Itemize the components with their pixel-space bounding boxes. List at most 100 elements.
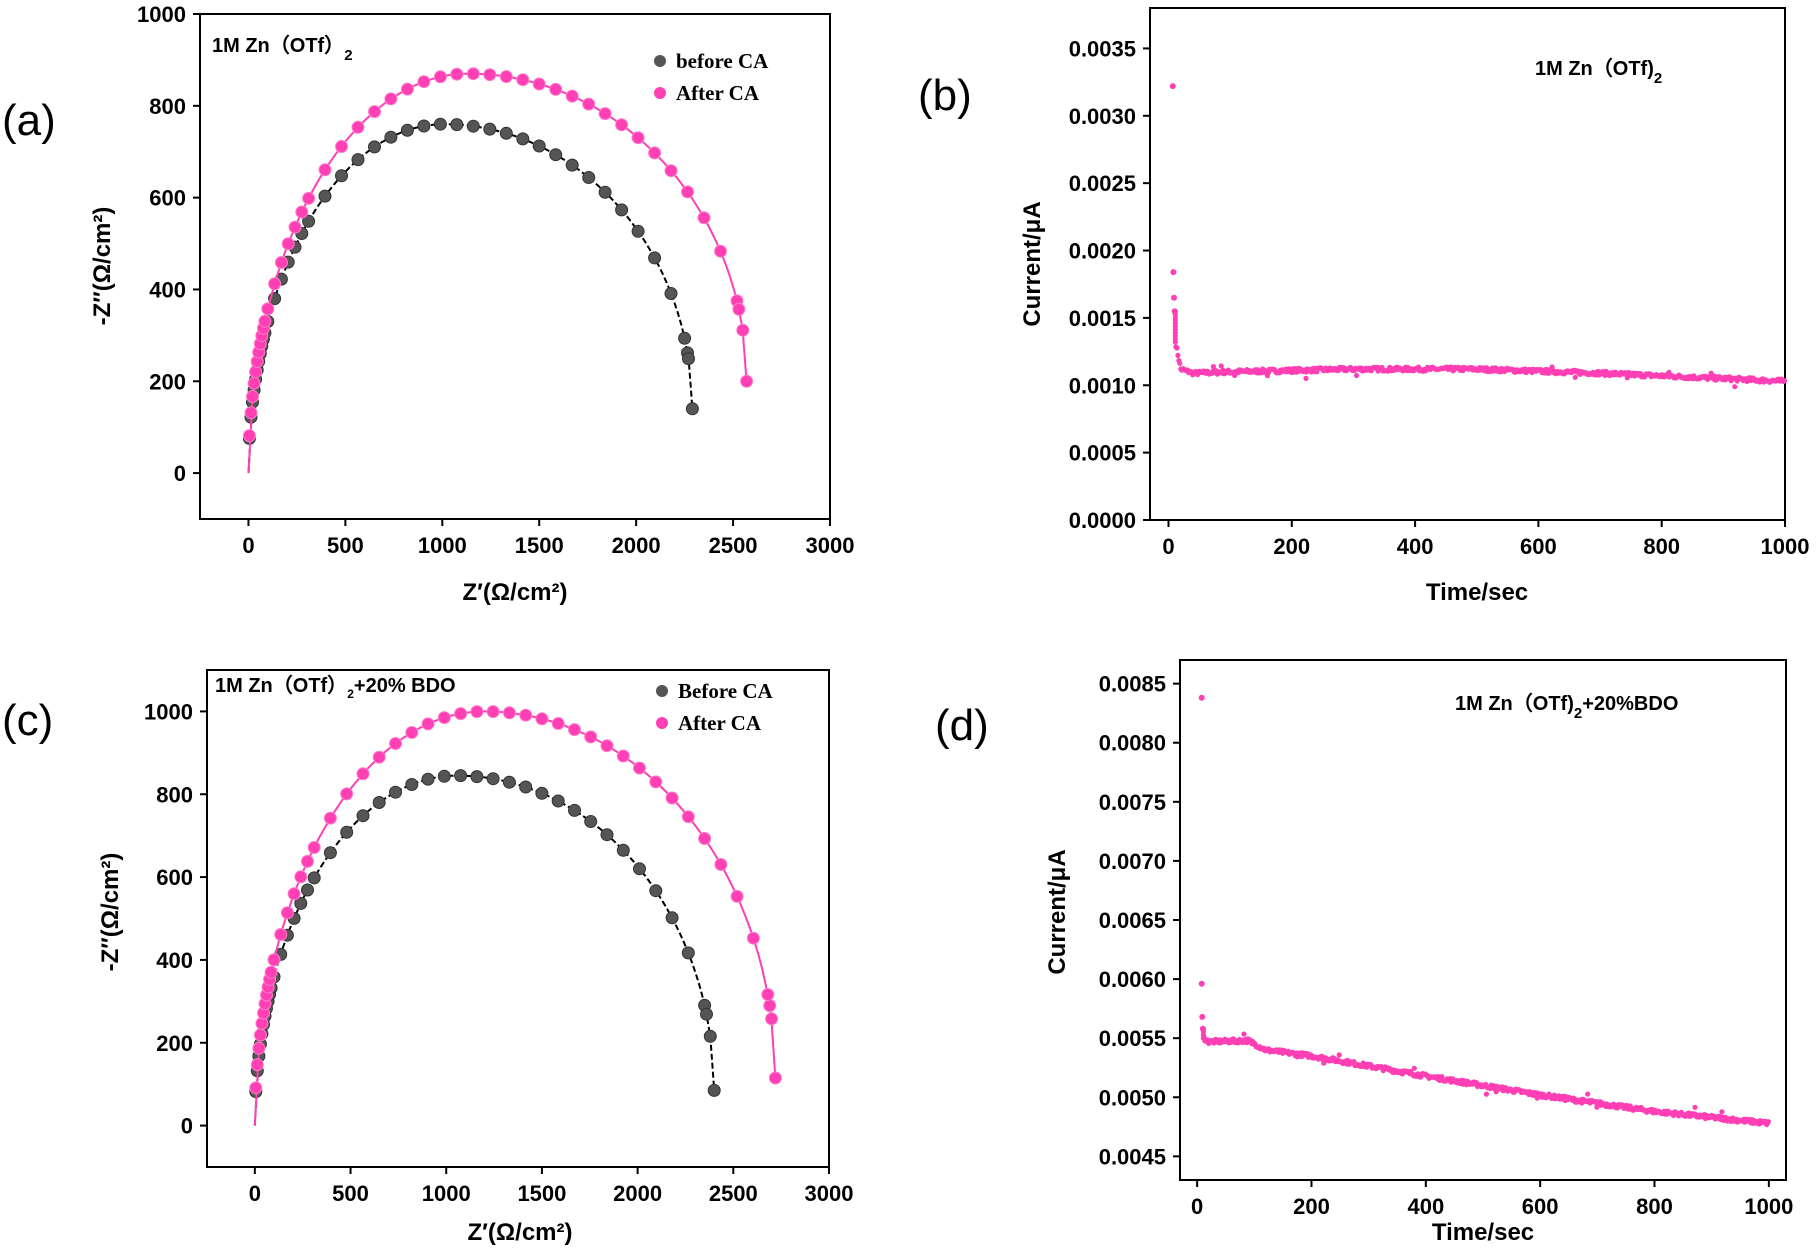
data-point-before: [502, 775, 516, 789]
data-point-after: [249, 1081, 263, 1095]
data-point-after: [730, 889, 744, 903]
current-outlier: [1732, 384, 1738, 390]
data-point-after: [247, 376, 261, 390]
data-point-after: [454, 707, 468, 721]
current-outlier: [1708, 370, 1714, 376]
y-tick-label: 0.0060: [1099, 967, 1166, 992]
y-tick-label: 400: [149, 277, 186, 302]
data-point-after: [598, 107, 612, 121]
data-point-after: [746, 931, 760, 945]
y-tick-label: 800: [149, 94, 186, 119]
x-tick-label: 0: [1191, 1194, 1203, 1219]
y-tick-label: 0.0035: [1069, 36, 1136, 61]
data-point-before: [682, 352, 695, 366]
data-point-after: [665, 791, 679, 805]
x-tick-label: 1000: [418, 533, 467, 558]
data-point-after: [615, 118, 629, 132]
data-point-before: [356, 809, 370, 823]
data-point-before: [400, 123, 414, 137]
panel-c-letter: (c): [2, 696, 53, 745]
data-point-after: [714, 858, 728, 871]
data-point-after: [549, 82, 563, 96]
panel-c-plot-area: [249, 705, 782, 1126]
fit-line-before: [247, 123, 694, 474]
data-point-before: [405, 778, 419, 791]
data-point-after: [318, 163, 332, 177]
panel-d-y-ticks: 0.0045 0.0050 0.0055 0.0060 0.0065 0.0070 0.00…: [1099, 672, 1180, 1169]
data-point-before: [631, 224, 645, 238]
x-tick-label: 0: [1162, 534, 1174, 559]
panel-a-eis-plot: (a) 1M Zn（OTf）2 before CA After CA 0 500 10…: [2, 2, 854, 606]
data-point-after: [761, 988, 775, 1001]
data-point-after: [486, 705, 500, 719]
data-point-before: [433, 117, 447, 131]
data-point-before: [417, 119, 431, 133]
current-outlier: [1356, 366, 1362, 372]
current-outlier: [1294, 1054, 1300, 1060]
data-point-before: [584, 815, 598, 828]
data-point-before: [340, 825, 354, 839]
data-point-after: [368, 105, 381, 119]
y-tick-label: 0.0000: [1069, 508, 1136, 533]
data-point-before: [450, 118, 464, 132]
y-tick-label: 600: [156, 865, 193, 890]
data-point-before: [703, 1029, 717, 1043]
data-point-after: [389, 737, 402, 750]
data-point-before: [598, 185, 612, 199]
data-point-after: [582, 97, 596, 111]
y-tick-label: 0.0055: [1099, 1026, 1166, 1051]
x-tick-label: 500: [327, 533, 364, 558]
current-outlier: [1321, 1060, 1327, 1066]
legend-marker: [654, 55, 666, 67]
data-point-before: [532, 139, 546, 153]
data-point-after: [246, 390, 259, 403]
current-outlier: [1666, 369, 1672, 375]
panel-d-y-axis-label: Current/μA: [1044, 849, 1071, 974]
legend-marker: [656, 717, 668, 729]
panel-c-legend: Before CA After CA: [656, 679, 773, 735]
data-point-after: [307, 841, 321, 854]
panel-b-annotation: 1M Zn（OTf)2: [1535, 57, 1662, 87]
current-spike: [1171, 294, 1177, 301]
data-point-before: [700, 1007, 713, 1021]
data-point-after: [600, 739, 614, 753]
data-point-after: [242, 429, 256, 443]
panel-a-legend: before CA After CA: [654, 49, 769, 105]
x-tick-label: 2500: [709, 1181, 758, 1206]
data-point-before: [649, 884, 663, 898]
data-point-before: [535, 786, 549, 800]
current-outlier: [1493, 1089, 1499, 1095]
panel-a-y-axis-label: -Z″(Ω/cm²): [89, 207, 116, 326]
data-point-before: [301, 883, 314, 897]
data-point-before: [565, 158, 579, 172]
y-tick-label: 0: [174, 461, 186, 486]
current-outlier: [1210, 364, 1216, 370]
current-transient: [1200, 1035, 1206, 1041]
current-outlier: [1562, 1093, 1568, 1099]
legend-marker: [656, 685, 668, 697]
data-point-after: [433, 70, 447, 84]
panel-d-frame: [1179, 659, 1787, 1181]
data-point-after: [294, 870, 308, 884]
x-tick-label: 1000: [1744, 1194, 1793, 1219]
data-point-after: [264, 965, 278, 979]
x-tick-label: 1000: [1761, 534, 1810, 559]
current-outlier: [1549, 364, 1555, 370]
data-point-after: [736, 323, 750, 337]
data-point-before: [648, 251, 662, 265]
current-outlier: [1249, 1040, 1255, 1047]
current-outlier: [1411, 1065, 1417, 1071]
x-tick-label: 3000: [805, 1181, 854, 1206]
data-point-before: [421, 772, 435, 786]
data-point-after: [681, 185, 694, 199]
data-point-after: [502, 706, 516, 720]
current-outlier: [1483, 1091, 1489, 1097]
x-tick-label: 1000: [422, 1181, 471, 1206]
data-point-after: [323, 811, 337, 825]
data-point-after: [287, 887, 301, 901]
data-point-before: [368, 140, 381, 154]
x-tick-label: 2000: [613, 1181, 662, 1206]
data-point-before: [707, 1083, 721, 1097]
data-point-before: [302, 214, 316, 228]
data-point-after: [768, 1071, 782, 1085]
